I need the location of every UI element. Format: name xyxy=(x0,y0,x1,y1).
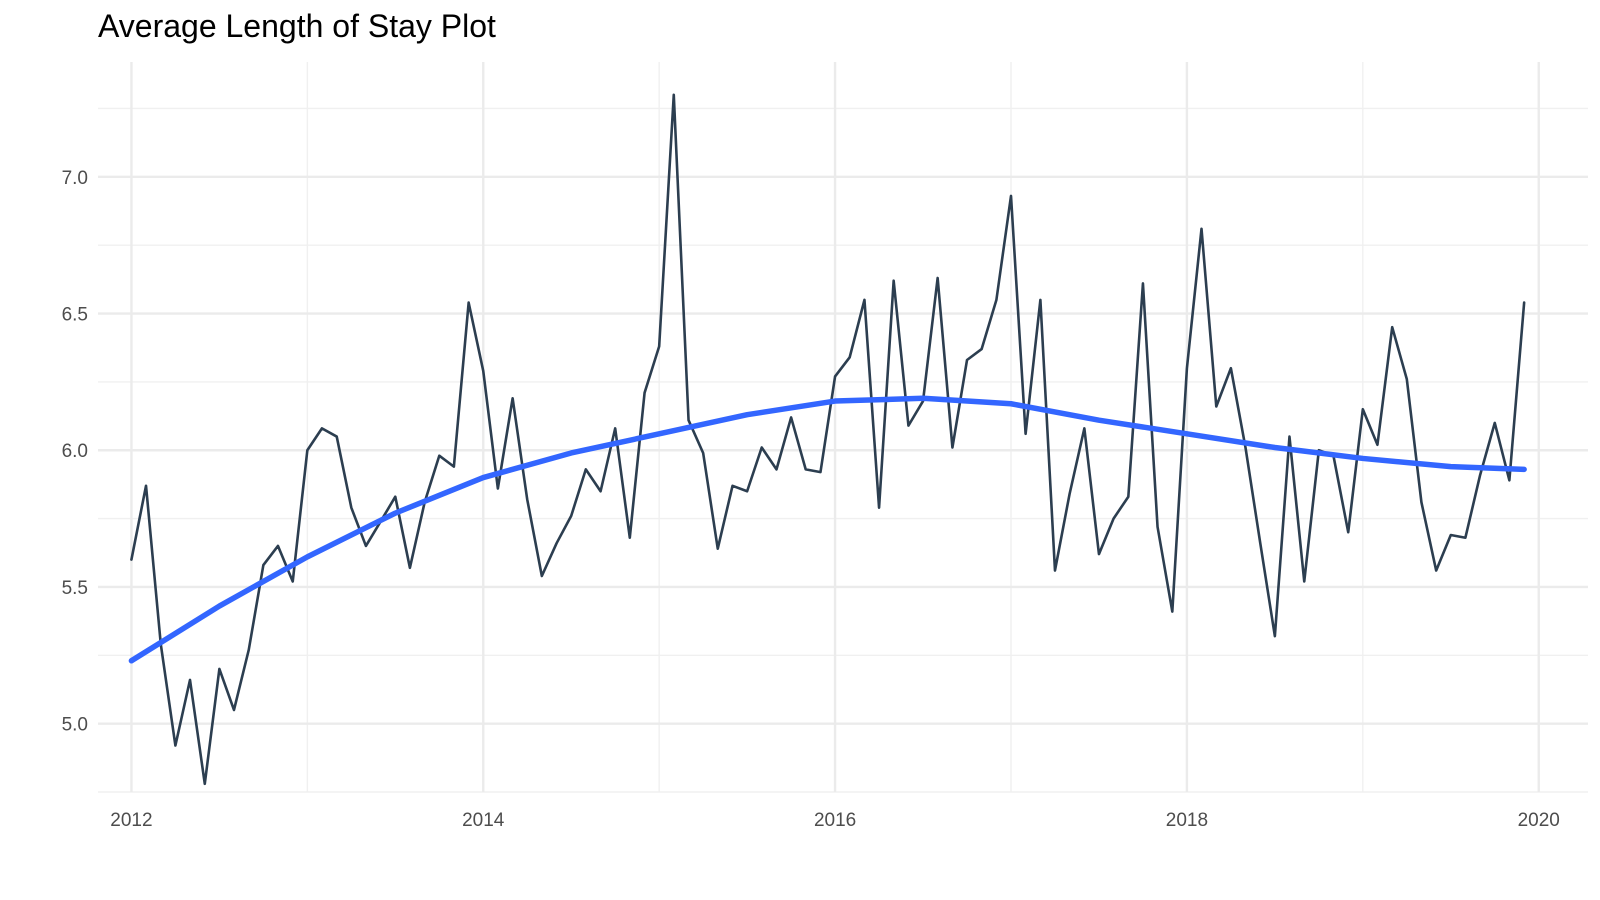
tick-labels: 5.0 5.5 6.0 6.5 7.0 2012 2014 2016 2018 2020 xyxy=(62,168,1560,831)
y-tick-label: 5.5 xyxy=(62,578,88,599)
x-tick-label: 2012 xyxy=(110,810,152,831)
x-tick-label: 2014 xyxy=(462,810,505,831)
x-tick-label: 2020 xyxy=(1518,810,1560,831)
smooth-trend-line xyxy=(128,395,1527,664)
y-tick-label: 7.0 xyxy=(62,168,88,189)
los-data-line xyxy=(130,93,1526,786)
y-tick-label: 5.0 xyxy=(62,715,88,736)
major-gridlines xyxy=(98,62,1588,792)
series-layer xyxy=(128,93,1527,786)
x-tick-label: 2018 xyxy=(1166,810,1208,831)
y-tick-label: 6.5 xyxy=(62,305,88,326)
y-tick-label: 6.0 xyxy=(62,441,88,462)
chart-title: Average Length of Stay Plot xyxy=(98,8,496,44)
x-tick-label: 2016 xyxy=(814,810,856,831)
minor-gridlines xyxy=(98,62,1588,793)
